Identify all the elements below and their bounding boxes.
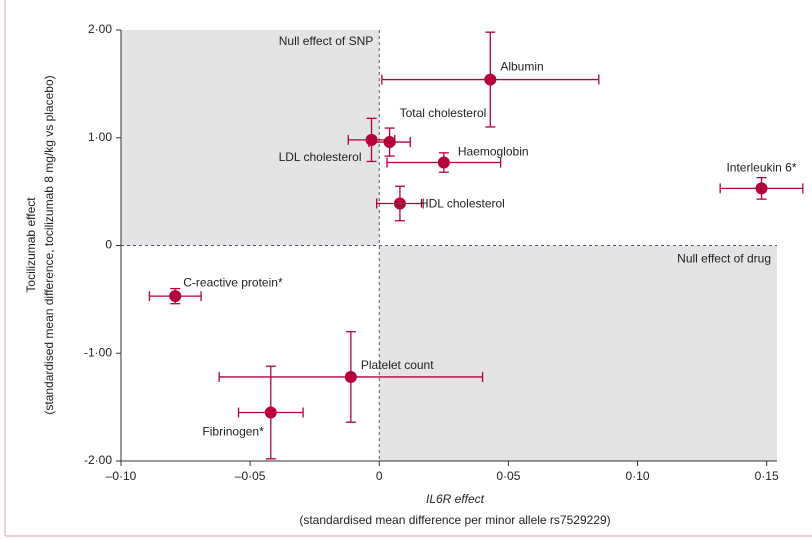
x-tick-label: –0·10 — [106, 469, 137, 483]
x-tick-label: 0·15 — [755, 469, 779, 483]
point — [393, 197, 406, 210]
point-label: Interleukin 6* — [726, 161, 796, 175]
point-label: LDL cholesterol — [279, 150, 362, 164]
point-label: Total cholesterol — [400, 106, 487, 120]
point-label: Platelet count — [361, 358, 434, 372]
x-tick-label: 0 — [376, 469, 383, 483]
y-tick-label: -1·00 — [84, 345, 112, 359]
x-axis-subtitle: (standardised mean difference per minor … — [299, 513, 610, 527]
quadrant-shading — [121, 30, 777, 461]
point — [169, 290, 182, 303]
y-tick-label: 2·00 — [88, 22, 112, 36]
point — [264, 406, 277, 419]
point-label: Albumin — [500, 60, 543, 74]
annotation: Null effect of drug — [677, 252, 771, 266]
x-axis-title: IL6R effect — [426, 492, 485, 506]
shaded-quadrant — [121, 30, 380, 246]
point — [484, 73, 497, 86]
marks: Albumin Total cholesterol LDL cholesterol H… — [148, 31, 804, 460]
point — [383, 136, 396, 149]
x-tick-label: 0·05 — [496, 469, 520, 483]
y-tick-label: -2·00 — [84, 453, 112, 467]
point — [344, 370, 357, 383]
point-label: Fibrinogen* — [202, 425, 264, 439]
point — [755, 182, 768, 195]
x-tick-label: 0·10 — [626, 469, 650, 483]
point-label: HDL cholesterol — [420, 197, 505, 211]
grid: –0·10 –0·05 0 0·05 0·10 0·15 2·00 1·00 0 -1·00 -2·… — [84, 22, 779, 483]
y-axis-title: Tocilizumab effect — [24, 197, 38, 293]
annotation: Null effect of SNP — [279, 34, 374, 48]
point — [437, 156, 450, 169]
y-tick-label: 0 — [105, 238, 112, 252]
point-label: Haemoglobin — [458, 145, 529, 159]
shaded-quadrant — [379, 245, 777, 461]
point — [365, 133, 378, 146]
y-tick-label: 1·00 — [88, 130, 112, 144]
point-label: C-reactive protein* — [183, 275, 283, 289]
x-tick-label: –0·05 — [235, 469, 266, 483]
y-axis-subtitle: (standardised mean difference, tocilizum… — [42, 75, 56, 414]
